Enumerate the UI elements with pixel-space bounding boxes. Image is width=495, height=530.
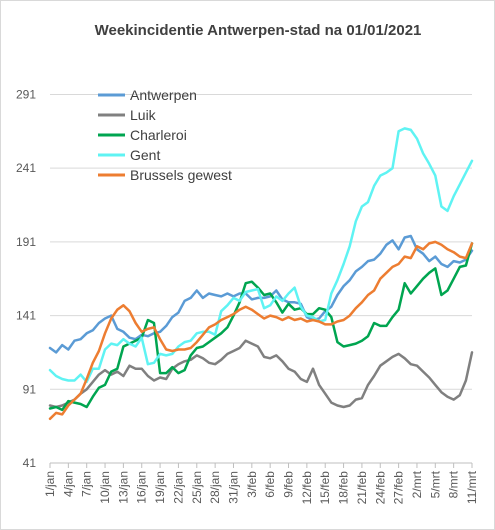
series-line-gent: [48, 127, 474, 384]
x-tick-label: 11/mrt: [465, 470, 479, 504]
legend-entry: Luik: [130, 107, 157, 123]
x-tick-label: 4/jan: [61, 471, 75, 497]
x-tick-label: 24/feb: [373, 471, 387, 505]
y-tick-label: 91: [23, 382, 37, 396]
x-tick-label: 10/jan: [98, 471, 112, 504]
x-tick-label: 18/feb: [337, 471, 351, 505]
y-tick-label: 41: [23, 456, 37, 470]
y-tick-label: 141: [16, 309, 36, 323]
legend-entry: Gent: [130, 147, 160, 163]
x-tick-label: 16/jan: [135, 471, 149, 504]
legend-entry: Antwerpen: [130, 87, 197, 103]
x-tick-label: 8/mrt: [447, 470, 461, 498]
series-line-luik: [48, 339, 474, 409]
y-tick-label: 241: [16, 161, 36, 175]
series-line-brussels-gewest: [48, 240, 474, 421]
legend-entry: Brussels gewest: [130, 167, 232, 183]
x-tick-label: 12/feb: [300, 471, 314, 505]
x-tick-label: 25/jan: [190, 471, 204, 504]
x-tick-label: 22/jan: [171, 471, 185, 504]
series-line-charleroi: [48, 242, 474, 412]
x-tick-label: 21/feb: [355, 471, 369, 505]
legend-entry: Charleroi: [130, 127, 187, 143]
y-tick-label: 291: [16, 87, 36, 101]
x-tick-label: 9/feb: [282, 471, 296, 498]
axis-layer: 41 91 141 191 241 291 1/jan 4/jan 7/jan 10/jan 13/…: [16, 87, 479, 504]
x-tick-label: 13/jan: [116, 471, 130, 504]
x-tick-label: 28/jan: [208, 471, 222, 504]
x-tick-label: 1/jan: [43, 471, 57, 497]
chart-title: Weekincidentie Antwerpen-stad na 01/01/2…: [95, 22, 422, 39]
x-tick-label: 5/mrt: [428, 470, 442, 498]
x-tick-label: 3/feb: [245, 471, 259, 498]
legend: Antwerpen Luik Charleroi Gent Brussels gewes…: [98, 87, 232, 183]
x-tick-label: 31/jan: [226, 471, 240, 504]
x-tick-label: 27/feb: [392, 471, 406, 505]
x-tick-label: 7/jan: [80, 471, 94, 497]
x-tick-label: 19/jan: [153, 471, 167, 504]
x-tick-label: 15/feb: [318, 471, 332, 505]
x-tick-label: 2/mrt: [410, 470, 424, 498]
y-tick-label: 191: [16, 235, 36, 249]
x-tick-label: 6/feb: [263, 471, 277, 498]
series-layer: [48, 127, 474, 421]
